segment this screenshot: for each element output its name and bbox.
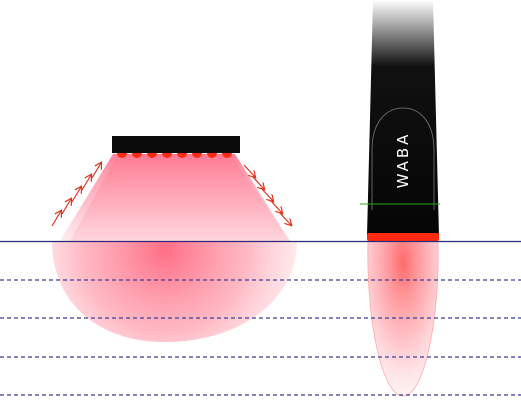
right-beam-outline	[367, 240, 439, 397]
arrow-icon	[91, 163, 101, 179]
led-emitter	[147, 153, 157, 158]
arrow-icon	[270, 200, 282, 213]
led-emitter	[132, 153, 142, 158]
led-emitter	[117, 153, 127, 158]
arrow-icon	[243, 164, 255, 177]
wand-label-panel	[371, 107, 435, 210]
led-emitter	[222, 153, 232, 158]
scatter-arrows-left	[51, 163, 101, 227]
waba-label: WABA	[394, 132, 412, 189]
emitter-bar	[112, 136, 240, 153]
arrow-icon	[51, 211, 61, 227]
arrow-icon	[252, 176, 264, 189]
left-light-cone	[60, 154, 290, 241]
left-beam-overlaps	[70, 154, 290, 241]
arrow-icon	[279, 212, 291, 225]
left-subsurface-glow	[52, 241, 297, 342]
led-emitter	[207, 153, 217, 158]
arrow-icon	[261, 188, 273, 201]
arrow-icon	[61, 199, 71, 215]
waba-wand	[367, 0, 439, 236]
led-emitters	[117, 153, 232, 158]
led-emitter	[162, 153, 172, 158]
led-emitter	[177, 153, 187, 158]
scatter-arrows-right	[243, 164, 291, 225]
arrow-icon	[71, 187, 81, 203]
led-emitter	[192, 153, 202, 158]
arrow-icon	[81, 175, 91, 191]
wand-emitter	[367, 233, 439, 241]
